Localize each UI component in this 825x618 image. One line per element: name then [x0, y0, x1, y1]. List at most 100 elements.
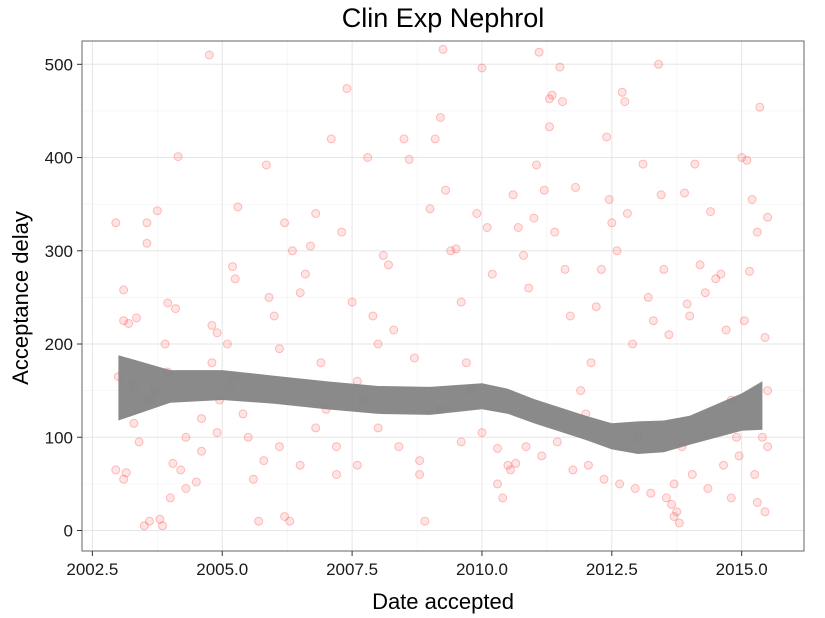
- data-point: [280, 512, 290, 521]
- data-point: [111, 465, 121, 475]
- data-point: [493, 479, 502, 489]
- y-tick-label: 400: [45, 149, 73, 168]
- data-point: [763, 442, 773, 452]
- smooth-band-layer: [118, 355, 763, 454]
- data-point: [659, 264, 669, 274]
- data-point: [524, 283, 534, 293]
- data-point: [750, 470, 760, 479]
- data-point: [552, 437, 562, 447]
- data-point: [155, 514, 165, 524]
- data-point: [583, 460, 593, 470]
- data-point: [181, 432, 191, 442]
- data-point: [280, 218, 290, 228]
- data-point: [612, 246, 622, 256]
- data-point: [142, 238, 152, 248]
- data-point: [311, 209, 321, 218]
- y-axis-title: Acceptance delay: [8, 211, 33, 385]
- x-tick-label: 2010.0: [456, 560, 508, 579]
- data-point: [630, 484, 640, 493]
- x-tick-label: 2015.0: [716, 560, 768, 579]
- data-point: [295, 288, 305, 298]
- data-point: [599, 474, 609, 484]
- data-point: [739, 316, 749, 326]
- data-point: [755, 102, 765, 112]
- data-point: [306, 241, 315, 251]
- data-point: [661, 493, 671, 503]
- data-point: [171, 304, 180, 314]
- data-point: [545, 122, 554, 132]
- data-point: [752, 498, 762, 507]
- data-point: [763, 386, 773, 396]
- data-point: [207, 320, 217, 330]
- data-point: [511, 458, 521, 468]
- data-point: [233, 202, 243, 212]
- data-point: [287, 246, 297, 256]
- data-point: [300, 269, 310, 279]
- data-point: [456, 437, 466, 447]
- data-point: [591, 302, 601, 312]
- data-point: [545, 94, 554, 104]
- y-tick-label: 0: [64, 521, 73, 540]
- data-point: [435, 113, 445, 122]
- data-point: [669, 479, 679, 489]
- data-point: [134, 437, 144, 447]
- data-point: [142, 218, 152, 228]
- data-point: [737, 153, 747, 162]
- data-point: [534, 47, 544, 57]
- data-point: [742, 155, 752, 165]
- data-point: [212, 328, 222, 338]
- data-point: [152, 206, 162, 216]
- data-point: [503, 460, 513, 470]
- y-tick-label: 200: [45, 335, 73, 354]
- data-point: [700, 288, 710, 298]
- data-point: [568, 465, 578, 475]
- y-tick-label: 100: [45, 428, 73, 447]
- data-point: [763, 212, 773, 222]
- data-point: [163, 298, 173, 308]
- data-point: [158, 521, 167, 531]
- data-point: [643, 292, 653, 302]
- data-point: [165, 493, 175, 503]
- x-tick-label: 2002.5: [66, 560, 118, 579]
- x-tick-label: 2005.0: [196, 560, 248, 579]
- data-point: [685, 311, 695, 321]
- data-point: [682, 299, 692, 309]
- data-point: [628, 339, 638, 349]
- data-point: [607, 218, 617, 228]
- data-point: [238, 409, 248, 419]
- data-point: [669, 512, 679, 521]
- smooth-confidence-band: [118, 355, 763, 454]
- data-point: [757, 432, 767, 442]
- data-point: [555, 62, 565, 72]
- data-point: [690, 159, 700, 169]
- data-point: [389, 325, 399, 335]
- data-point: [204, 50, 214, 60]
- data-point: [529, 213, 539, 223]
- data-point: [191, 477, 201, 487]
- data-point: [487, 269, 497, 279]
- data-point: [269, 311, 279, 321]
- data-point: [586, 358, 596, 368]
- data-point: [119, 285, 129, 295]
- data-point: [261, 160, 271, 170]
- data-point: [674, 518, 684, 528]
- data-point: [259, 456, 269, 466]
- data-point: [721, 325, 731, 335]
- data-point: [415, 456, 425, 466]
- data-point: [145, 516, 154, 526]
- data-point: [695, 260, 705, 270]
- data-point: [617, 87, 627, 97]
- data-point: [285, 516, 295, 526]
- data-point: [513, 223, 523, 232]
- data-point: [576, 386, 586, 396]
- data-point: [446, 246, 456, 256]
- data-point: [539, 185, 549, 195]
- data-point: [615, 479, 625, 489]
- data-point: [745, 266, 754, 276]
- data-point: [425, 204, 435, 214]
- data-point: [111, 218, 121, 228]
- data-point: [132, 313, 141, 323]
- data-point: [160, 339, 170, 349]
